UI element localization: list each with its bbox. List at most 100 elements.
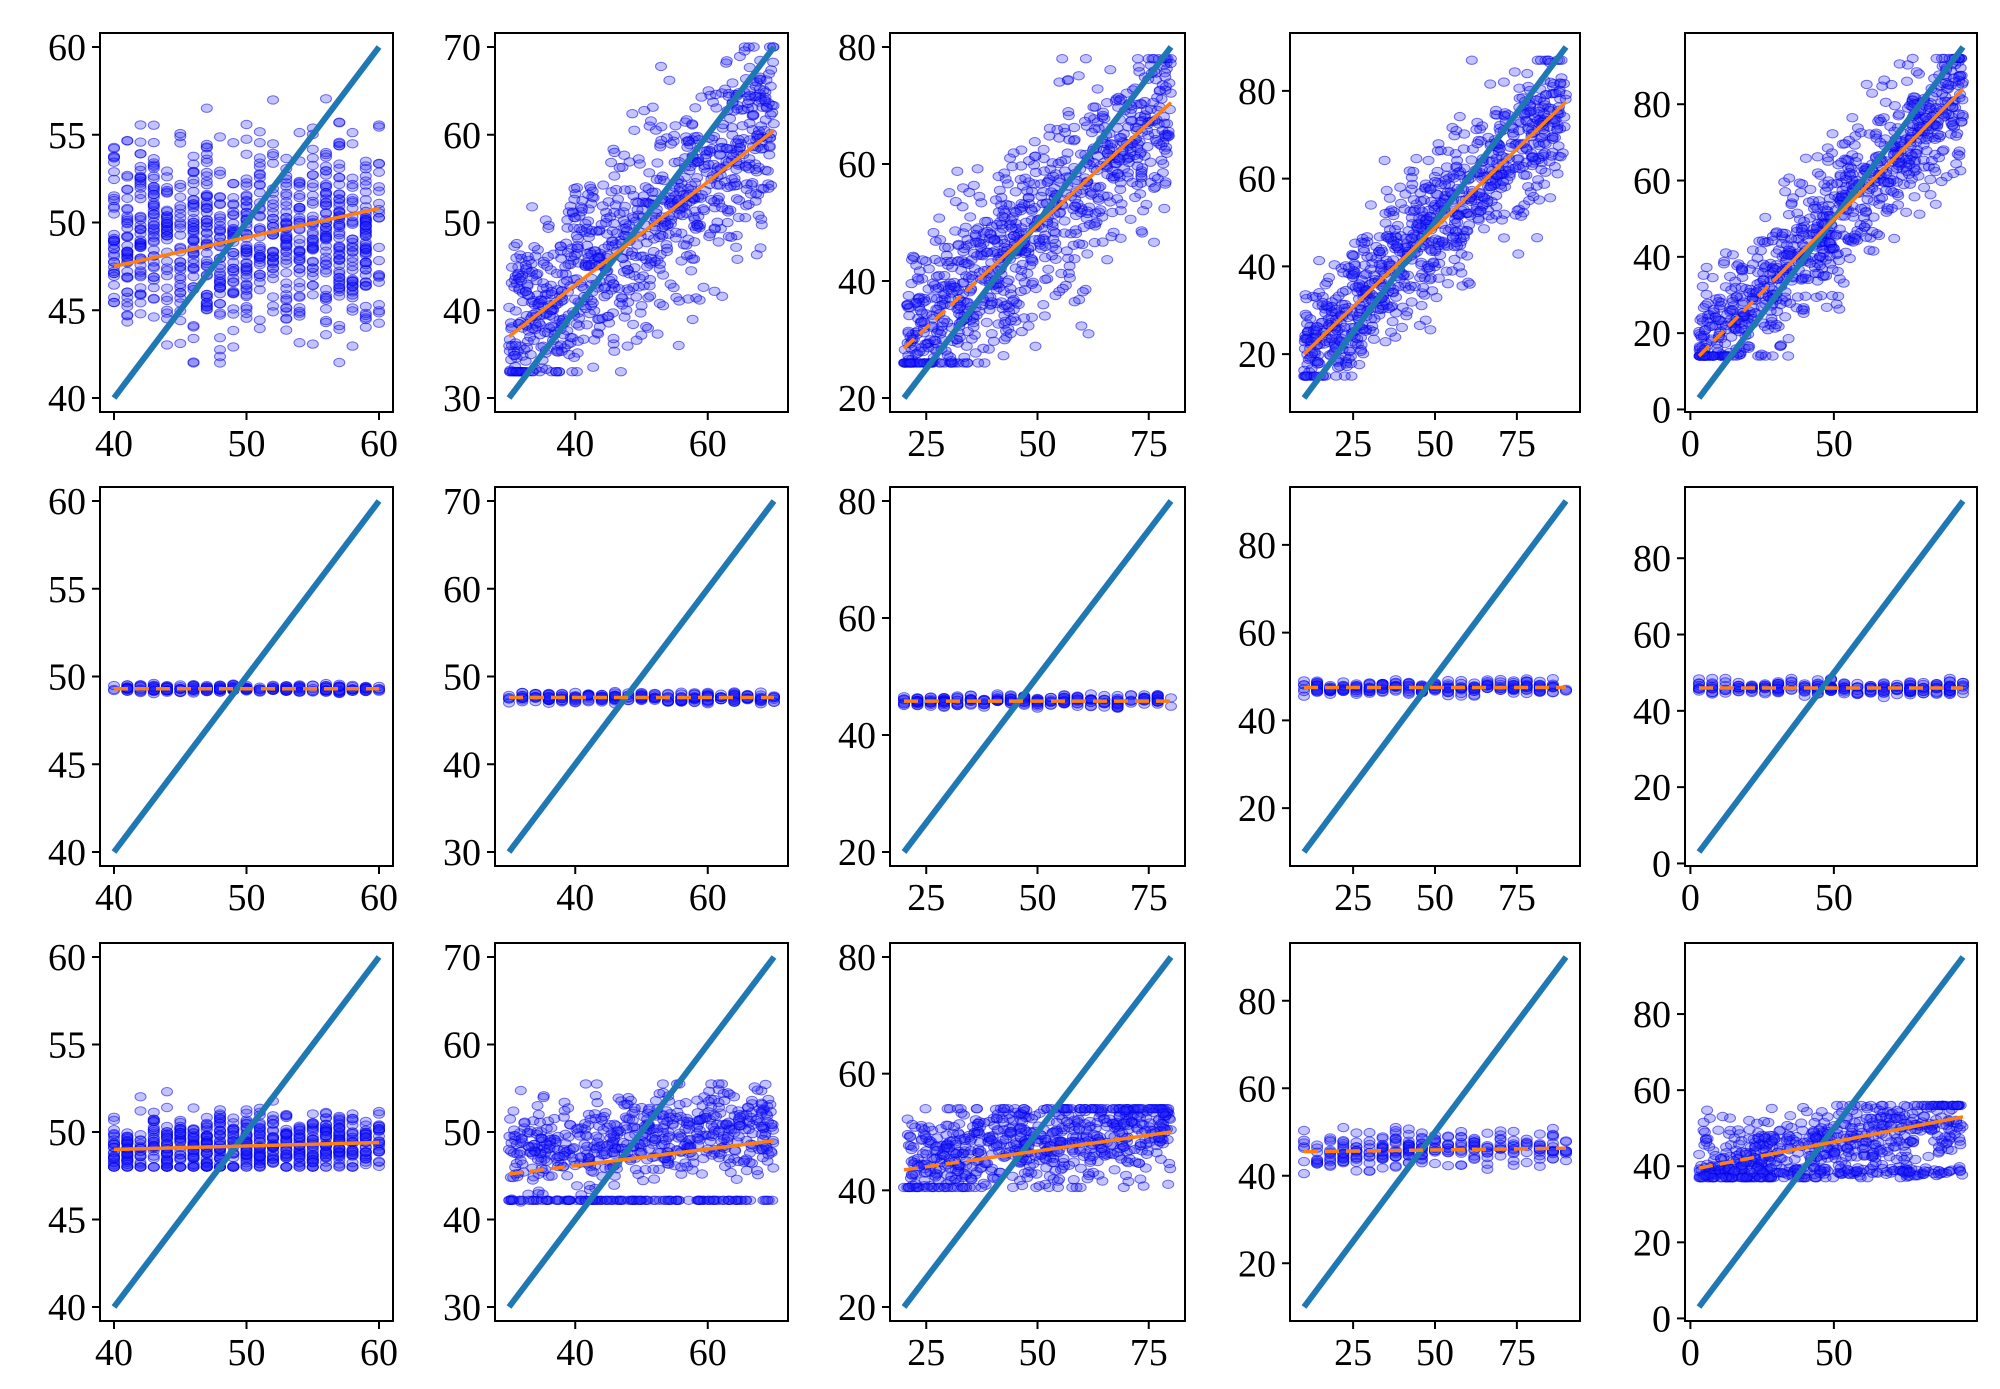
data-point <box>559 262 572 272</box>
data-point <box>936 299 949 310</box>
data-point <box>749 196 762 206</box>
data-point <box>214 268 226 278</box>
data-point <box>333 272 346 283</box>
data-point <box>320 256 332 266</box>
data-point <box>1122 168 1134 178</box>
data-point <box>187 225 200 235</box>
data-point <box>1451 217 1464 228</box>
data-point <box>685 181 698 191</box>
data-point <box>121 170 134 181</box>
data-point <box>585 199 598 209</box>
data-point <box>1882 177 1895 188</box>
data-point <box>1912 171 1925 181</box>
data-point <box>306 244 319 254</box>
y-tick-label: 40 <box>1633 237 1671 279</box>
data-point <box>1755 349 1768 359</box>
data-point <box>626 109 639 119</box>
data-point <box>1387 210 1400 221</box>
data-point <box>1418 290 1431 300</box>
data-point <box>1920 113 1933 123</box>
data-point <box>692 211 705 222</box>
data-point <box>1535 164 1548 175</box>
data-point <box>621 265 634 275</box>
data-point <box>1832 291 1845 301</box>
data-point <box>346 139 359 149</box>
data-point <box>1114 184 1127 195</box>
data-point <box>907 251 920 261</box>
data-point <box>1920 146 1933 156</box>
data-point <box>570 231 583 241</box>
data-point <box>689 224 702 234</box>
data-point <box>134 193 147 204</box>
data-point <box>320 268 332 278</box>
data-point <box>1001 277 1014 288</box>
data-point <box>1104 65 1117 75</box>
data-point <box>1400 233 1413 244</box>
data-point <box>1450 237 1463 248</box>
data-point <box>267 151 279 161</box>
data-point <box>918 317 931 327</box>
data-point <box>1383 193 1396 203</box>
data-point <box>521 290 534 300</box>
x-tick-label: 50 <box>228 423 266 465</box>
data-point <box>618 312 631 322</box>
data-point <box>1379 337 1392 347</box>
data-point <box>1813 251 1826 262</box>
data-point <box>1033 234 1046 245</box>
data-point <box>1083 112 1096 122</box>
data-point <box>174 192 187 202</box>
data-point <box>572 336 584 346</box>
data-point <box>763 141 776 151</box>
data-point <box>1379 218 1392 228</box>
data-point <box>1056 283 1069 294</box>
data-point <box>1005 223 1018 233</box>
data-point <box>200 103 213 113</box>
data-point <box>503 302 516 313</box>
data-point <box>1413 320 1426 331</box>
data-point <box>333 220 346 231</box>
data-point <box>607 333 620 344</box>
data-point <box>121 272 134 282</box>
data-point <box>1822 156 1835 166</box>
data-point <box>913 358 926 368</box>
data-point <box>253 254 266 264</box>
data-point <box>147 230 160 240</box>
data-point <box>267 148 279 159</box>
data-point <box>1873 199 1886 210</box>
data-point <box>534 330 546 340</box>
data-point <box>108 191 120 201</box>
data-point <box>214 132 226 142</box>
data-point <box>959 222 972 233</box>
data-point <box>333 117 346 127</box>
data-point <box>1300 311 1313 321</box>
data-point <box>161 172 173 182</box>
data-point <box>731 104 744 114</box>
data-point <box>952 255 965 266</box>
data-point <box>526 323 539 334</box>
data-point <box>566 367 579 377</box>
data-point <box>320 94 332 104</box>
data-point <box>1062 75 1075 85</box>
data-point <box>1737 297 1750 307</box>
data-point <box>240 241 253 251</box>
data-point <box>1067 136 1080 146</box>
data-point <box>1355 346 1367 356</box>
data-point <box>1815 291 1828 301</box>
data-point <box>1439 224 1452 235</box>
data-point <box>1360 269 1373 279</box>
data-point <box>134 298 147 308</box>
data-point <box>1460 225 1473 236</box>
data-point <box>174 338 187 349</box>
data-point <box>686 314 699 325</box>
data-point <box>1929 199 1942 210</box>
data-point <box>161 256 173 266</box>
data-point <box>911 273 924 283</box>
data-point <box>227 251 240 261</box>
data-point <box>161 185 173 196</box>
data-point <box>306 241 319 251</box>
data-point <box>134 149 147 159</box>
data-point <box>373 198 385 209</box>
data-point <box>1925 155 1938 166</box>
data-point <box>1717 259 1730 269</box>
data-point <box>1504 142 1517 153</box>
